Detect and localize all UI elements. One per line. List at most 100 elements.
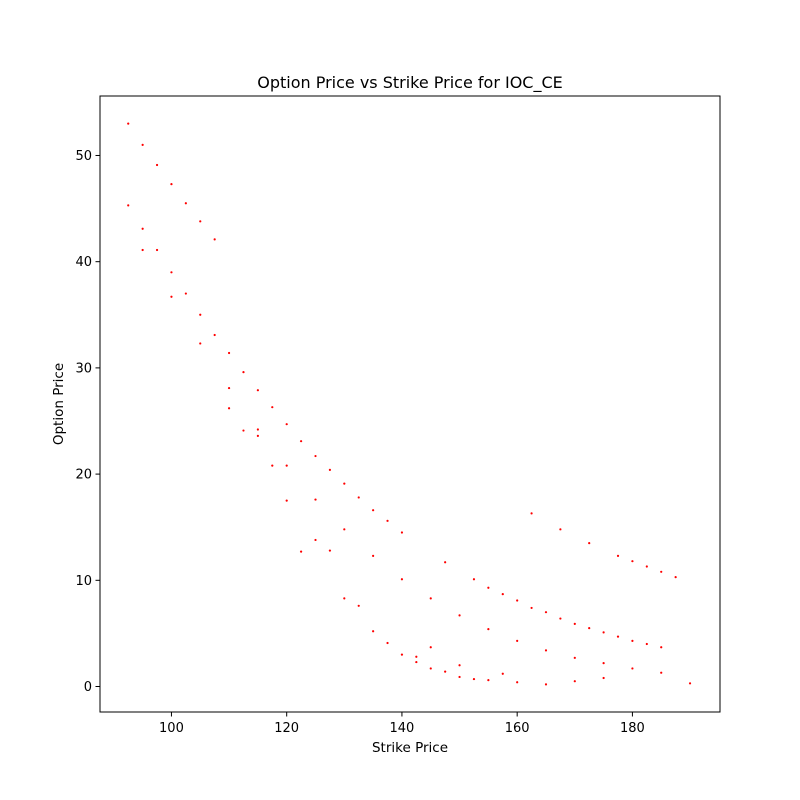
data-point: [573, 680, 576, 683]
data-point: [487, 586, 490, 589]
data-point: [127, 204, 130, 207]
plot-area-frame: [99, 95, 721, 713]
data-point: [242, 371, 245, 374]
data-point: [299, 440, 303, 443]
data-point: [631, 560, 634, 563]
data-point: [444, 561, 447, 564]
data-point: [141, 227, 144, 230]
data-point: [141, 248, 144, 252]
chart-title: Option Price vs Strike Price for IOC_CE: [257, 73, 563, 93]
data-point: [314, 538, 317, 542]
data-point: [530, 606, 533, 610]
data-point: [429, 667, 432, 670]
data-point: [357, 604, 360, 607]
data-point: [616, 635, 620, 638]
data-point: [343, 528, 346, 531]
x-tick-label: 180: [620, 721, 645, 736]
data-point: [227, 386, 231, 390]
data-point: [501, 672, 504, 675]
data-point: [328, 468, 332, 471]
data-point: [472, 677, 476, 681]
data-point: [227, 407, 231, 410]
data-point: [688, 682, 692, 685]
data-point: [372, 630, 375, 633]
data-point: [271, 406, 274, 409]
data-point: [516, 681, 519, 684]
y-axis-label: Option Price: [51, 363, 67, 445]
data-point: [501, 593, 504, 596]
data-point: [429, 646, 432, 649]
data-point: [544, 611, 548, 614]
data-point: [573, 656, 576, 659]
data-point: [400, 653, 404, 656]
data-point: [631, 639, 634, 642]
data-point: [458, 675, 461, 679]
data-point: [299, 550, 303, 553]
y-tick-label: 10: [75, 574, 92, 589]
data-point: [199, 342, 202, 345]
data-point: [602, 631, 605, 634]
data-point: [213, 238, 216, 241]
data-point: [588, 626, 591, 630]
data-point: [271, 464, 274, 467]
data-point: [357, 496, 360, 499]
data-point: [544, 649, 548, 652]
data-point: [645, 642, 648, 646]
data-point: [256, 389, 259, 392]
data-point: [184, 202, 187, 205]
x-tick-label: 140: [390, 721, 415, 736]
x-tick-label: 160: [505, 721, 530, 736]
y-tick-label: 40: [75, 255, 92, 270]
data-point: [343, 597, 346, 600]
data-point: [674, 576, 677, 579]
data-point: [155, 163, 159, 167]
data-point: [400, 578, 404, 581]
data-points: [127, 122, 692, 686]
axis-ticks: 100 120 140 160 180 0 10 20 30 40 50: [75, 149, 644, 736]
data-point: [602, 662, 605, 665]
data-point: [516, 639, 519, 642]
data-point: [141, 143, 144, 146]
data-point: [660, 646, 663, 649]
data-point: [645, 565, 648, 568]
data-point: [227, 351, 231, 355]
data-point: [184, 292, 187, 295]
data-point: [314, 454, 317, 458]
data-point: [155, 248, 159, 252]
data-point: [386, 641, 389, 645]
x-tick-label: 100: [159, 721, 184, 736]
data-point: [429, 597, 432, 600]
y-tick-label: 50: [75, 149, 92, 164]
data-point: [487, 679, 490, 682]
data-point: [602, 676, 605, 680]
data-point: [170, 183, 173, 186]
data-point: [285, 499, 288, 502]
data-point: [400, 531, 404, 534]
data-point: [415, 655, 418, 658]
data-point: [256, 434, 259, 437]
data-point: [213, 333, 216, 337]
data-point: [127, 122, 130, 125]
data-point: [631, 667, 634, 670]
data-point: [170, 295, 173, 298]
data-point: [559, 617, 562, 620]
data-point: [530, 512, 533, 515]
data-point: [472, 578, 476, 581]
data-point: [573, 622, 576, 625]
data-point: [372, 509, 375, 512]
data-point: [386, 519, 389, 522]
y-tick-label: 20: [75, 468, 92, 483]
data-point: [343, 482, 346, 485]
data-point: [458, 614, 461, 617]
data-point: [242, 429, 245, 432]
x-tick-label: 120: [274, 721, 299, 736]
data-point: [487, 628, 490, 631]
data-point: [314, 498, 317, 501]
y-tick-label: 0: [84, 680, 92, 695]
data-point: [516, 599, 519, 602]
data-point: [660, 570, 663, 573]
data-point: [256, 428, 259, 431]
data-point: [328, 549, 332, 552]
data-point: [415, 660, 418, 664]
data-point: [199, 220, 202, 223]
